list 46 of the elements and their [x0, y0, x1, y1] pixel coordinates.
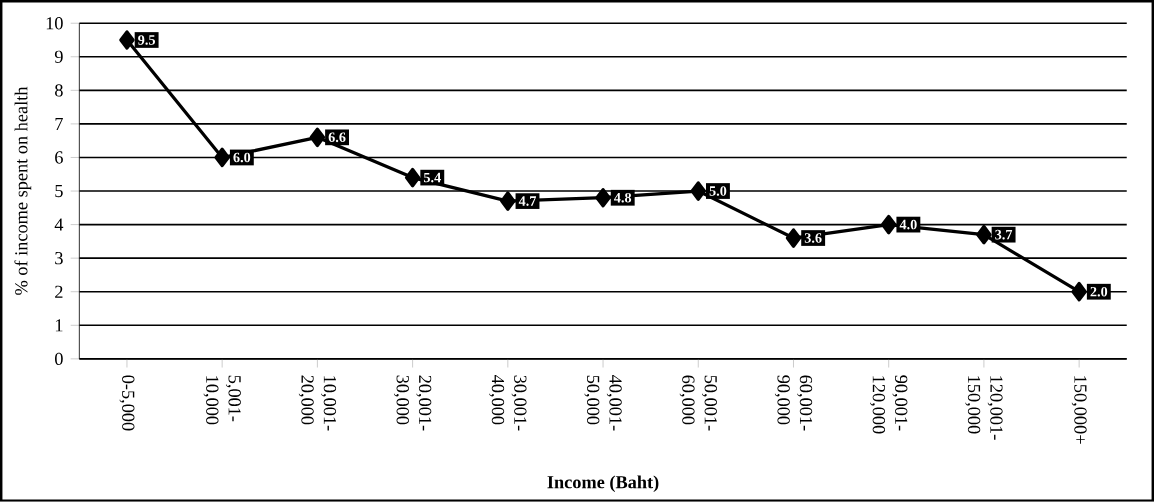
point — [119, 30, 135, 50]
y-tick-label: 1 — [55, 319, 63, 332]
y-tick-label: 4 — [54, 218, 64, 231]
y-tick-label: 2 — [55, 285, 63, 298]
point — [595, 188, 611, 208]
data-label: 3.7 — [995, 229, 1013, 240]
x-tick-label: 40,001-50,000 — [584, 375, 622, 431]
point — [404, 167, 421, 188]
x-tick-label: 20,001-30,000 — [393, 375, 432, 431]
data-label: 2.0 — [1090, 286, 1108, 297]
y-tick-label: 7 — [55, 117, 63, 130]
x-tick-label: 120,001-150,000 — [965, 376, 1003, 440]
x-axis-title: Income (Baht) — [547, 475, 659, 493]
data-label: 4.0 — [899, 219, 917, 230]
data-label: 5.4 — [423, 172, 441, 183]
point — [880, 214, 897, 235]
x-tick-label: 5,001-10,000 — [203, 375, 241, 425]
x-tick-label: 60,001-90,000 — [774, 375, 813, 431]
x-tick-label: 90,001-120,000 — [870, 375, 908, 434]
y-tick-label: 5 — [55, 185, 63, 198]
point — [500, 191, 516, 211]
data-label: 3.6 — [804, 233, 822, 243]
data-label: 9.5 — [138, 35, 156, 45]
point — [214, 147, 230, 168]
data-label: 6.6 — [328, 132, 346, 143]
data-label: 5.0 — [709, 186, 727, 196]
data-label: 4.8 — [614, 192, 632, 203]
x-tick-label: 30,001-40,000 — [489, 375, 527, 431]
x-tick-label: 150,000+ — [1071, 376, 1087, 444]
point — [785, 228, 802, 248]
y-tick-label: 9 — [54, 50, 63, 64]
data-label: 4.7 — [518, 196, 537, 206]
point — [690, 181, 706, 201]
y-tick-label: 8 — [55, 84, 63, 97]
x-tick-label: 50,001-60,000 — [679, 375, 717, 431]
y-tick-label: 0 — [55, 352, 63, 366]
x-tick-label: 0-5,000 — [119, 375, 135, 431]
point — [976, 224, 992, 245]
x-tick-label: 10,001-20,000 — [298, 375, 337, 431]
data-label: 6.0 — [233, 152, 251, 163]
y-axis-title: % of income spent on health — [14, 86, 32, 295]
y-tick-label: 10 — [46, 17, 63, 30]
point — [309, 127, 326, 148]
point — [1071, 282, 1087, 302]
y-tick-label: 6 — [55, 151, 63, 164]
y-tick-label: 3 — [55, 252, 63, 265]
